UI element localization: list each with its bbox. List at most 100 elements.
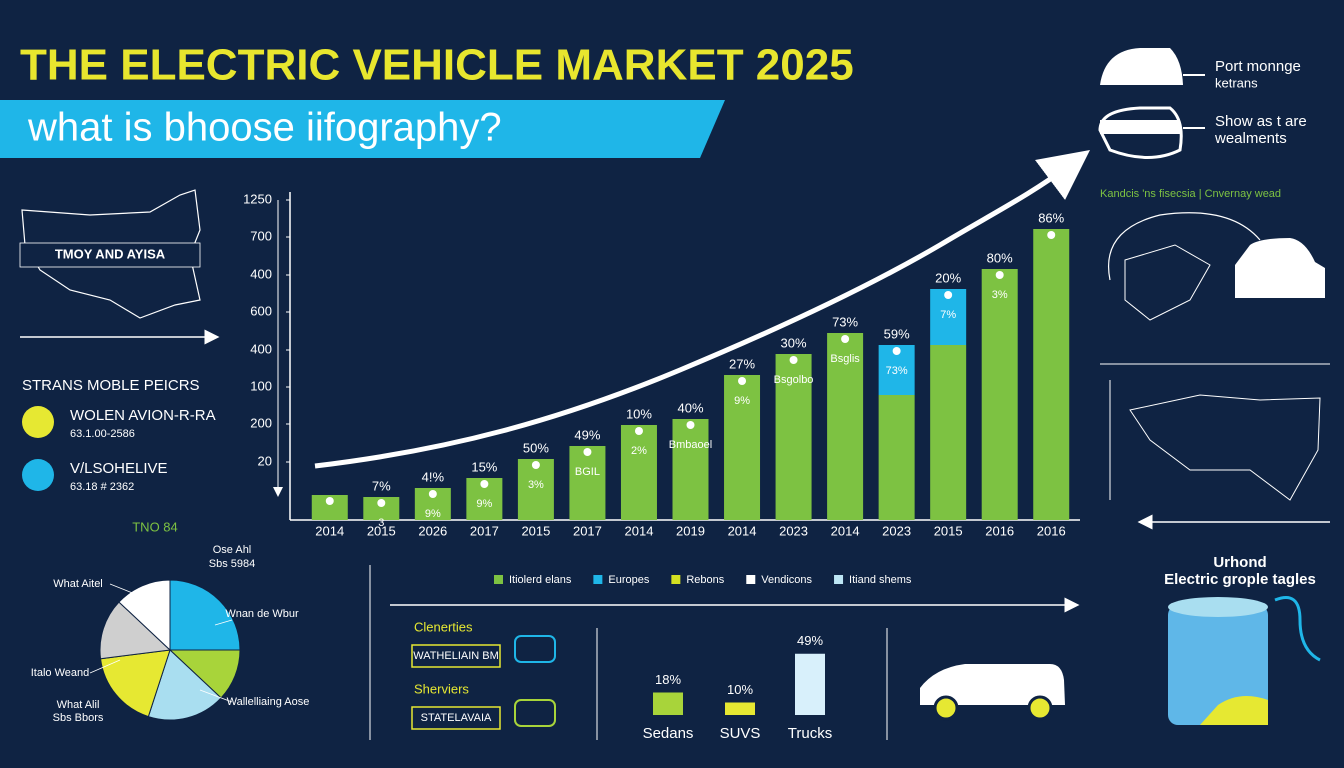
battery-title: Urhond xyxy=(1213,554,1266,571)
segment-tag: WATHELIAIN BM xyxy=(413,650,499,662)
charts: 1250 700 400 600 400 100 200 20 2014 2015 7% 3 2026 4… xyxy=(31,191,1080,742)
bar-dot xyxy=(738,377,747,385)
bar-dot xyxy=(634,427,643,435)
right-item-line1: Port monnge xyxy=(1215,58,1301,75)
bar-dot xyxy=(325,497,334,505)
map-label: TMOY AND AYISA xyxy=(55,246,166,261)
bar-label: 27% xyxy=(729,356,755,371)
bar xyxy=(795,653,825,715)
bar-dot xyxy=(583,448,592,456)
x-tick-label: 2017 xyxy=(573,523,602,538)
bar-label: 59% xyxy=(884,326,910,341)
pie-slice xyxy=(99,601,172,660)
x-tick-label: 2014 xyxy=(315,523,344,538)
right-item-line1: Show as t are xyxy=(1215,113,1307,130)
bar-dot xyxy=(531,461,540,469)
x-tick-label: Sedans xyxy=(643,725,694,742)
bar-dot xyxy=(428,490,437,498)
bar-label: 15% xyxy=(471,459,497,474)
car-icon-1 xyxy=(1100,48,1205,85)
legend-swatch xyxy=(746,575,756,584)
legend-label: Europes xyxy=(608,574,649,586)
pie-slice xyxy=(99,649,171,718)
bar-label: 4!% xyxy=(422,469,445,484)
x-tick-label: Trucks xyxy=(788,725,832,742)
x-tick-label: 2026 xyxy=(418,523,447,538)
bar-label: 80% xyxy=(987,250,1013,265)
bar xyxy=(517,459,554,520)
pie-slice xyxy=(147,649,222,721)
bar-label: 73% xyxy=(832,314,858,329)
bar xyxy=(725,702,755,715)
x-tick-label: 2014 xyxy=(831,523,860,538)
bar-inner-label: 9% xyxy=(734,395,750,407)
y-tick-label: 600 xyxy=(250,303,272,318)
bar-label: 20% xyxy=(935,270,961,285)
pie-annotation: Sbs Bbors xyxy=(53,712,104,724)
pie-annotation: What Alil xyxy=(57,699,100,711)
van-icon xyxy=(920,664,1065,721)
legend-title: STRANS MOBLE PEICRS xyxy=(22,377,200,394)
battery-icon xyxy=(1168,596,1321,725)
bar-inner-label: 9% xyxy=(425,508,441,520)
legend-name: V/LSOHELIVE xyxy=(70,460,168,477)
y-tick-label: 700 xyxy=(250,228,272,243)
vehicle-icon xyxy=(514,635,556,663)
battery-subtitle: Electric grople tagles xyxy=(1164,571,1316,588)
region-map-2 xyxy=(1129,394,1321,501)
x-tick-label: 2015 xyxy=(367,523,396,538)
x-tick-label: 2017 xyxy=(470,523,499,538)
leader-line xyxy=(109,583,151,601)
pie-annotation: Wallelliaing Aose xyxy=(227,696,310,708)
bar-inner-label: 7% xyxy=(940,309,956,321)
car-icon-3 xyxy=(1235,238,1325,298)
subtitle-band xyxy=(0,100,725,158)
pie-annotation: Wnan de Wbur xyxy=(225,608,299,620)
pie-annotation: What Aitel xyxy=(53,578,103,590)
legend-label: Itiand shems xyxy=(849,574,912,586)
y-tick-label: 400 xyxy=(250,266,272,281)
x-tick-label: 2015 xyxy=(934,523,963,538)
x-tick-label: 2019 xyxy=(676,523,705,538)
bar xyxy=(724,375,761,520)
x-tick-label: 2014 xyxy=(625,523,654,538)
map-caption: Kandcis 'ns fisecsia | Cnvernay wead xyxy=(1100,188,1281,200)
bar-dot xyxy=(892,347,901,355)
subtitle: what is bhoose iifography? xyxy=(27,106,502,150)
curve xyxy=(1108,212,1261,281)
bar-label: 86% xyxy=(1038,210,1064,225)
pie-annotation: Ose Ahl xyxy=(213,544,252,556)
bar xyxy=(827,333,864,520)
segment-box xyxy=(411,706,501,730)
bar xyxy=(620,425,657,520)
segment-title: Clenerties xyxy=(414,619,473,634)
bar-dot xyxy=(789,356,798,364)
bar-dot xyxy=(686,421,695,429)
bar-inner-label: BGIL xyxy=(575,466,600,478)
region-map xyxy=(1124,244,1211,321)
legend-label: Itiolerd elans xyxy=(509,574,572,586)
x-tick-label: 2015 xyxy=(521,523,550,538)
bar-label: 50% xyxy=(523,440,549,455)
bar-dot xyxy=(480,480,489,488)
right-item-line2: wealments xyxy=(1214,130,1287,147)
trend-curve xyxy=(314,150,1091,469)
bar-inner-label: 3% xyxy=(992,289,1008,301)
bar-inner-label: 3% xyxy=(528,479,544,491)
bar-label: 30% xyxy=(781,335,807,350)
title: THE ELECTRIC VEHICLE MARKET 2025 xyxy=(20,41,854,90)
x-tick-label: SUVS xyxy=(720,725,761,742)
legend-label: Vendicons xyxy=(761,574,812,586)
value-label: 49% xyxy=(797,633,823,648)
x-tick-label: 2016 xyxy=(1037,523,1066,538)
segment-title: Sherviers xyxy=(414,681,469,696)
bar-dot xyxy=(995,271,1004,279)
legend-swatch xyxy=(834,575,844,584)
bar-dot xyxy=(841,335,850,343)
bar xyxy=(672,419,709,520)
bar-inner-label: 3 xyxy=(378,517,384,529)
segment-tag: STATELAVAIA xyxy=(421,712,492,724)
y-tick-label: 100 xyxy=(250,378,272,393)
legend-swatch xyxy=(593,575,603,584)
